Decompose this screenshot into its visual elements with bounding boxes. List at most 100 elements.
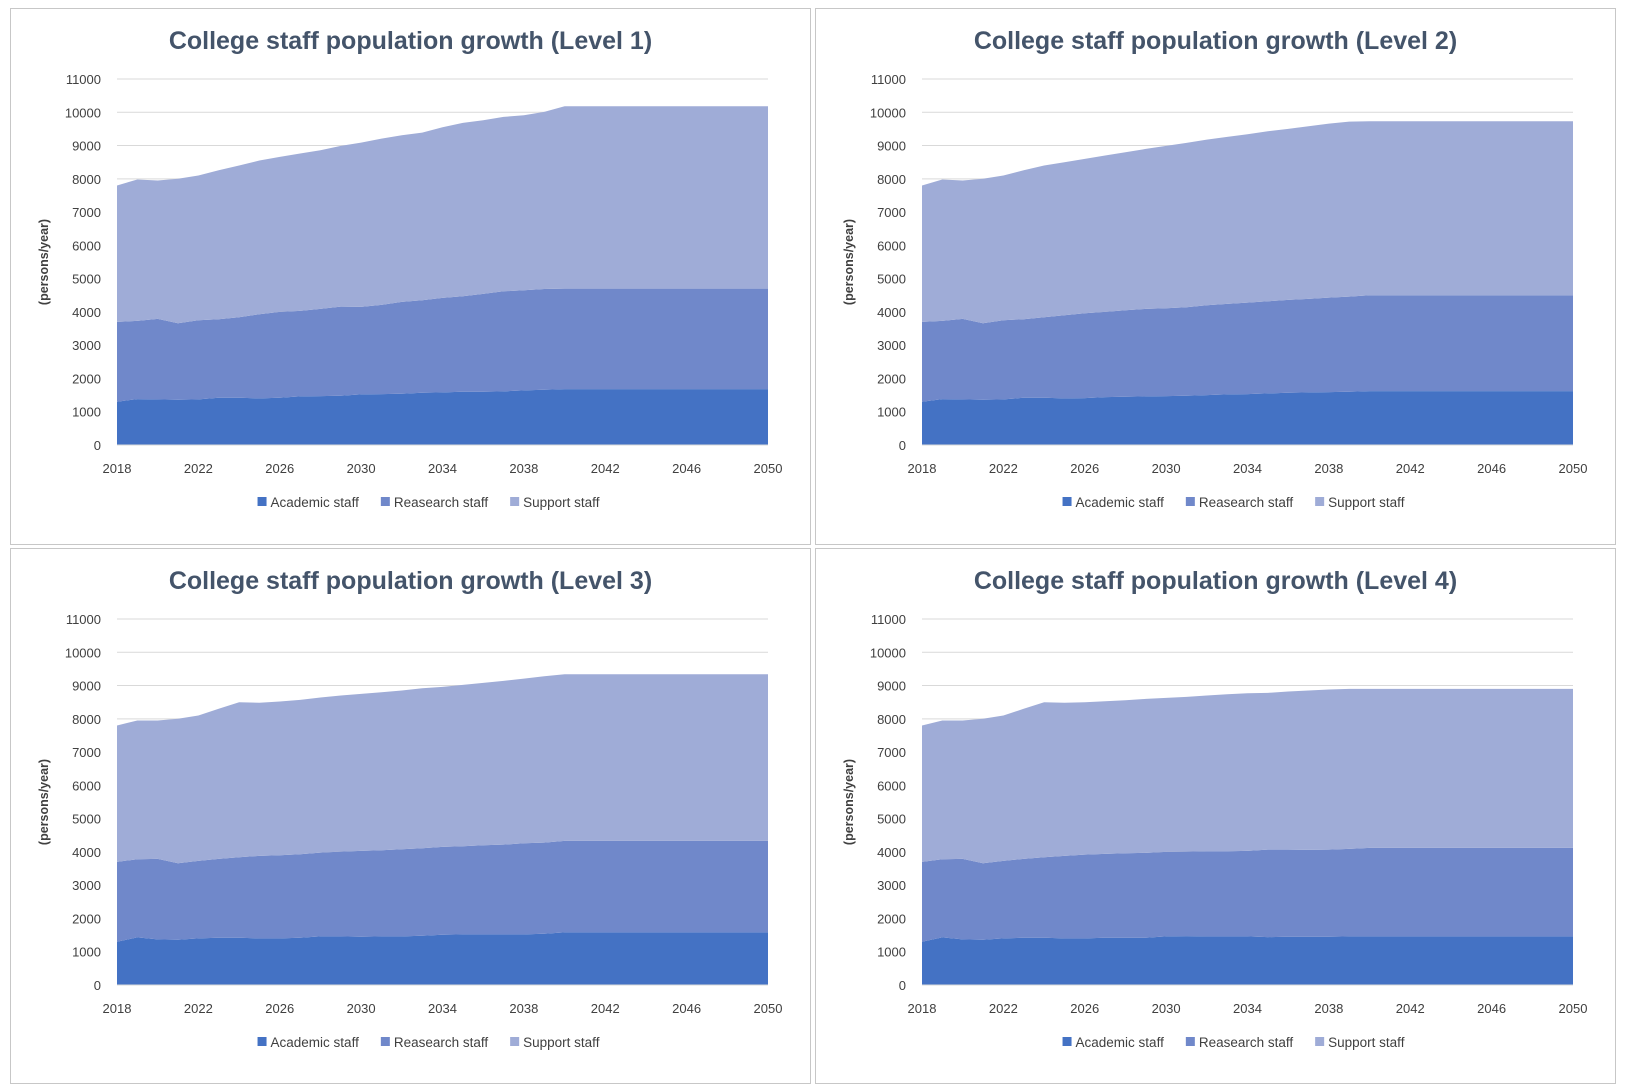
x-tick-label: 2042 [1396,1001,1425,1016]
x-tick-label: 2038 [509,1001,538,1016]
x-tick-label: 2046 [672,1001,701,1016]
x-tick-label: 2034 [1233,1001,1262,1016]
y-tick-label: 3000 [72,338,101,353]
legend-swatch [257,1037,267,1046]
legend-swatch [1185,497,1195,506]
y-tick-label: 4000 [72,845,101,860]
legend-entry: Academic staff [1076,1035,1165,1050]
y-tick-label: 10000 [65,645,101,660]
legend-swatch [380,497,390,506]
x-tick-label: 2018 [908,1001,937,1016]
y-tick-label: 5000 [877,272,906,287]
y-tick-label: 2000 [877,911,906,926]
legend-swatch [510,497,520,506]
area-series-reasearch-staff [922,847,1573,942]
area-series-support-staff [117,106,768,324]
x-tick-label: 2030 [347,1001,376,1016]
x-tick-label: 2026 [265,1001,294,1016]
y-tick-label: 8000 [877,712,906,727]
x-tick-label: 2034 [428,1001,457,1016]
area-series-academic-staff [117,932,768,985]
area-series-support-staff [922,688,1573,864]
chart-panel-level-4: College staff population growth (Level 4… [815,548,1616,1084]
y-tick-label: 9000 [72,679,101,694]
y-axis-label: (persons/year) [842,219,856,305]
y-tick-label: 3000 [72,878,101,893]
legend-swatch [1062,1037,1072,1046]
x-tick-label: 2026 [265,461,294,476]
chart-svg: College staff population growth (Level 2… [842,27,1588,510]
legend-entry: Reasearch staff [1199,1035,1294,1050]
x-tick-label: 2034 [1233,461,1262,476]
y-tick-label: 8000 [877,172,906,187]
y-tick-label: 4000 [72,305,101,320]
y-tick-label: 11000 [66,612,101,627]
legend-entry: Reasearch staff [1199,495,1294,510]
legend-swatch [1062,497,1072,506]
y-tick-label: 3000 [877,878,906,893]
y-tick-label: 0 [899,978,906,993]
y-tick-label: 0 [94,978,101,993]
y-tick-label: 9000 [72,139,101,154]
y-tick-label: 5000 [72,812,101,827]
area-series-academic-staff [117,389,768,445]
legend-entry: Support staff [1328,1035,1405,1050]
legend-swatch [380,1037,390,1046]
x-tick-label: 2022 [989,1001,1018,1016]
y-tick-label: 0 [899,438,906,453]
x-tick-label: 2046 [672,461,701,476]
x-tick-label: 2018 [908,461,937,476]
area-series-academic-staff [922,936,1573,985]
x-tick-label: 2050 [754,461,783,476]
y-tick-label: 6000 [72,238,101,253]
area-series-academic-staff [922,391,1573,445]
y-tick-label: 6000 [877,238,906,253]
legend: Academic staff Reasearch staff Support sta… [1062,495,1405,510]
y-tick-label: 1000 [877,405,906,420]
y-tick-label: 7000 [877,205,906,220]
y-axis-label: (persons/year) [842,759,856,845]
chart-title: College staff population growth (Level 1… [169,27,652,55]
chart-title: College staff population growth (Level 2… [974,27,1457,55]
y-tick-label: 2000 [72,371,101,386]
x-tick-label: 2022 [184,1001,213,1016]
legend-entry: Support staff [523,495,600,510]
legend-entry: Reasearch staff [394,1035,489,1050]
legend-swatch [510,1037,520,1046]
y-tick-label: 6000 [877,778,906,793]
chart-svg: College staff population growth (Level 1… [37,27,783,510]
y-axis-label: (persons/year) [37,759,51,845]
x-tick-label: 2050 [1559,461,1588,476]
chart-svg: College staff population growth (Level 3… [37,567,782,1050]
legend-swatch [1315,497,1325,506]
y-tick-label: 6000 [72,778,101,793]
y-axis-label: (persons/year) [37,219,51,305]
y-tick-label: 8000 [72,712,101,727]
y-tick-label: 11000 [871,72,906,87]
x-tick-label: 2050 [1559,1001,1588,1016]
x-tick-label: 2038 [1314,1001,1343,1016]
chart-title: College staff population growth (Level 3… [169,567,652,595]
legend: Academic staff Reasearch staff Support sta… [257,1035,600,1050]
y-tick-label: 0 [94,438,101,453]
y-tick-label: 1000 [877,945,906,960]
area-series-support-staff [922,121,1573,324]
x-tick-label: 2038 [509,461,538,476]
area-series-reasearch-staff [117,288,768,402]
y-tick-label: 5000 [72,272,101,287]
area-series-reasearch-staff [117,840,768,942]
chart-svg: College staff population growth (Level 4… [842,567,1588,1050]
x-tick-label: 2026 [1070,461,1099,476]
x-tick-label: 2018 [103,1001,132,1016]
legend-entry: Support staff [523,1035,600,1050]
x-tick-label: 2026 [1070,1001,1099,1016]
x-tick-label: 2046 [1477,1001,1506,1016]
legend-entry: Academic staff [271,495,360,510]
y-tick-label: 5000 [877,812,906,827]
x-tick-label: 2034 [428,461,457,476]
y-tick-label: 11000 [66,72,101,87]
x-tick-label: 2038 [1314,461,1343,476]
y-tick-label: 7000 [72,205,101,220]
area-series-reasearch-staff [922,295,1573,402]
legend-entry: Support staff [1328,495,1405,510]
